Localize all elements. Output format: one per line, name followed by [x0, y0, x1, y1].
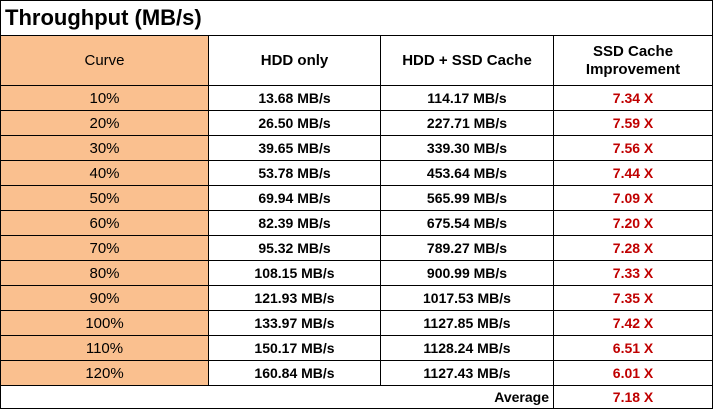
- cell: 26.50 MB/s: [208, 110, 381, 136]
- data-row: 90% 121.93 MB/s 1017.53 MB/s 7.35 X: [0, 285, 714, 311]
- cell: 7.20 X: [552, 210, 714, 236]
- cell: 7.42 X: [552, 310, 714, 336]
- cell: 339.30 MB/s: [380, 135, 554, 161]
- cell: 160.84 MB/s: [208, 360, 381, 386]
- cell: 20%: [0, 110, 209, 136]
- cell: 1128.24 MB/s: [380, 335, 554, 361]
- cell: 50%: [0, 185, 209, 211]
- cell: 1017.53 MB/s: [380, 285, 554, 311]
- data-row: 80% 108.15 MB/s 900.99 MB/s 7.33 X: [0, 260, 714, 286]
- cell: 453.64 MB/s: [380, 160, 554, 186]
- cell: 565.99 MB/s: [380, 185, 554, 211]
- cell: 100%: [0, 310, 209, 336]
- data-row: 110% 150.17 MB/s 1128.24 MB/s 6.51 X: [0, 335, 714, 361]
- cell: 60%: [0, 210, 209, 236]
- cell: 1127.43 MB/s: [380, 360, 554, 386]
- cell: 7.44 X: [552, 160, 714, 186]
- header-cell: HDD only: [208, 35, 381, 86]
- cell: 108.15 MB/s: [208, 260, 381, 286]
- header-cell: HDD + SSD Cache: [380, 35, 554, 86]
- cell: 7.56 X: [552, 135, 714, 161]
- cell: 789.27 MB/s: [380, 235, 554, 261]
- cell: 6.51 X: [552, 335, 714, 361]
- cell: 13.68 MB/s: [208, 85, 381, 111]
- cell: 150.17 MB/s: [208, 335, 381, 361]
- cell: 7.35 X: [552, 285, 714, 311]
- data-row: 70% 95.32 MB/s 789.27 MB/s 7.28 X: [0, 235, 714, 261]
- cell: 121.93 MB/s: [208, 285, 381, 311]
- data-row: 100% 133.97 MB/s 1127.85 MB/s 7.42 X: [0, 310, 714, 336]
- cell: 40%: [0, 160, 209, 186]
- header-row: Curve HDD only HDD + SSD Cache SSD Cache…: [0, 35, 714, 86]
- data-row: 120% 160.84 MB/s 1127.43 MB/s 6.01 X: [0, 360, 714, 386]
- cell: 53.78 MB/s: [208, 160, 381, 186]
- cell: 7.34 X: [552, 85, 714, 111]
- cell: 30%: [0, 135, 209, 161]
- cell: 110%: [0, 335, 209, 361]
- cell: 7.59 X: [552, 110, 714, 136]
- cell: 90%: [0, 285, 209, 311]
- cell: 7.09 X: [552, 185, 714, 211]
- cell: 82.39 MB/s: [208, 210, 381, 236]
- cell: 10%: [0, 85, 209, 111]
- data-row: 50% 69.94 MB/s 565.99 MB/s 7.09 X: [0, 185, 714, 211]
- data-row: 20% 26.50 MB/s 227.71 MB/s 7.59 X: [0, 110, 714, 136]
- cell: 7.33 X: [552, 260, 714, 286]
- cell: 39.65 MB/s: [208, 135, 381, 161]
- average-value: 7.18 X: [552, 385, 714, 409]
- average-row: Average 7.18 X: [0, 385, 714, 409]
- cell: 95.32 MB/s: [208, 235, 381, 261]
- cell: 69.94 MB/s: [208, 185, 381, 211]
- title-row: Throughput (MB/s): [0, 0, 714, 36]
- cell: 675.54 MB/s: [380, 210, 554, 236]
- cell: 7.28 X: [552, 235, 714, 261]
- average-label: Average: [0, 385, 554, 409]
- cell: 80%: [0, 260, 209, 286]
- data-row: 60% 82.39 MB/s 675.54 MB/s 7.20 X: [0, 210, 714, 236]
- cell: 227.71 MB/s: [380, 110, 554, 136]
- data-row: 30% 39.65 MB/s 339.30 MB/s 7.56 X: [0, 135, 714, 161]
- cell: 114.17 MB/s: [380, 85, 554, 111]
- cell: 900.99 MB/s: [380, 260, 554, 286]
- data-row: 40% 53.78 MB/s 453.64 MB/s 7.44 X: [0, 160, 714, 186]
- cell: 6.01 X: [552, 360, 714, 386]
- cell: 120%: [0, 360, 209, 386]
- cell: 70%: [0, 235, 209, 261]
- header-cell: Curve: [0, 35, 209, 86]
- cell: 1127.85 MB/s: [380, 310, 554, 336]
- header-cell: SSD Cache Improvement: [552, 35, 714, 86]
- data-row: 10% 13.68 MB/s 114.17 MB/s 7.34 X: [0, 85, 714, 111]
- table-title: Throughput (MB/s): [0, 0, 714, 36]
- cell: 133.97 MB/s: [208, 310, 381, 336]
